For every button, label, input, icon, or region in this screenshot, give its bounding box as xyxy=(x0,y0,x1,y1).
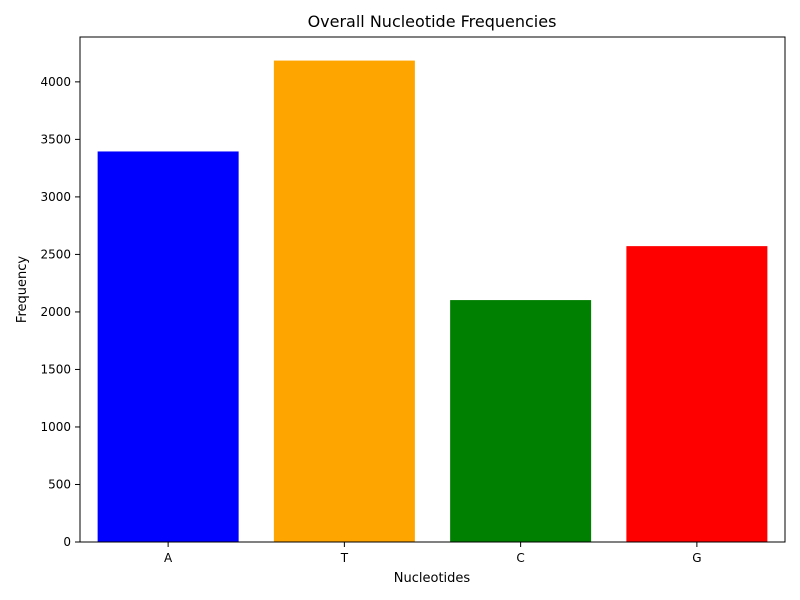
plot-frame xyxy=(79,36,786,543)
y-tick-label-2000: 2000 xyxy=(40,305,71,319)
x-tick-label-t: T xyxy=(340,551,349,565)
x-tick-label-c: C xyxy=(516,551,524,565)
bar-t xyxy=(273,60,415,542)
x-tick-label-g: G xyxy=(692,551,701,565)
y-tick-label-1000: 1000 xyxy=(40,420,71,434)
y-axis: 0 500 1000 1500 2000 2500 3000 3500 4000 xyxy=(40,75,80,549)
bars-group xyxy=(97,60,768,542)
bar-g xyxy=(626,246,768,542)
x-axis-label: Nucleotides xyxy=(394,571,471,586)
y-tick-label-3500: 3500 xyxy=(40,132,71,146)
bar-a xyxy=(97,151,239,542)
chart-title: Overall Nucleotide Frequencies xyxy=(308,12,557,31)
x-tick-label-a: A xyxy=(164,551,173,565)
y-tick-label-4000: 4000 xyxy=(40,75,71,89)
y-tick-label-0: 0 xyxy=(63,535,71,549)
bar-c xyxy=(450,300,592,542)
y-tick-label-3000: 3000 xyxy=(40,190,71,204)
y-tick-label-500: 500 xyxy=(48,477,71,491)
y-axis-label: Frequency xyxy=(15,256,30,323)
y-tick-label-2500: 2500 xyxy=(40,247,71,261)
y-tick-label-1500: 1500 xyxy=(40,362,71,376)
